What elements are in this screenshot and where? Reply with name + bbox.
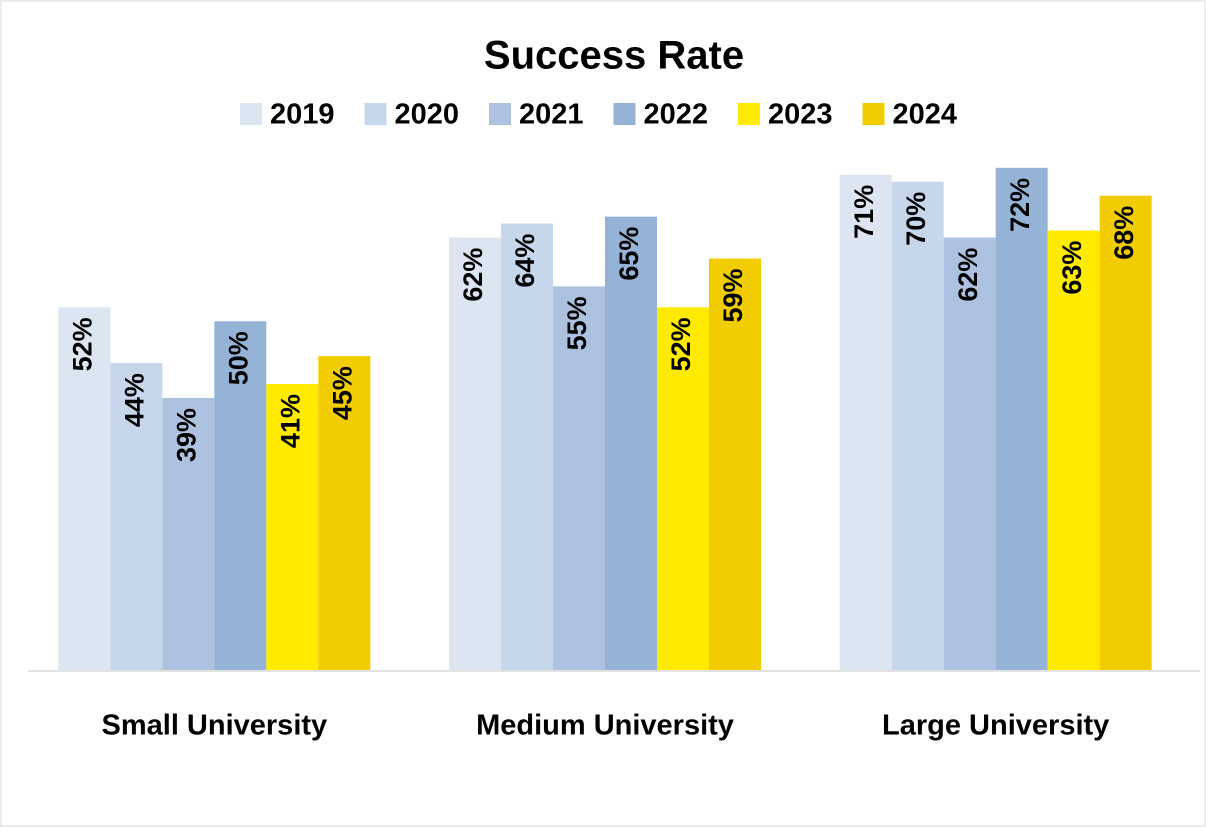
bar	[318, 356, 371, 670]
data-label: 41%	[275, 394, 305, 448]
data-label: 68%	[1109, 206, 1139, 260]
legend-label: 2023	[768, 99, 833, 131]
data-label: 52%	[67, 317, 97, 371]
legend-label: 2020	[395, 99, 460, 131]
data-label: 62%	[458, 248, 488, 302]
data-label: 59%	[718, 268, 748, 322]
x-tick-label: Small University	[102, 710, 328, 742]
chart-title: Success Rate	[484, 34, 744, 78]
bar	[214, 321, 267, 670]
data-label: 65%	[614, 227, 644, 281]
data-label: 45%	[327, 366, 357, 420]
bar	[1047, 230, 1100, 670]
data-label: 62%	[953, 248, 983, 302]
x-tick-label: Large University	[882, 710, 1109, 742]
bar	[891, 181, 944, 670]
legend-swatch	[613, 103, 636, 125]
legend-label: 2022	[644, 99, 709, 131]
bar	[501, 223, 553, 670]
data-label: 55%	[562, 296, 592, 350]
data-label: 44%	[119, 373, 149, 427]
data-label: 70%	[901, 192, 931, 246]
data-label: 71%	[849, 185, 879, 239]
bar	[657, 307, 709, 670]
bar	[943, 237, 996, 671]
data-label: 50%	[223, 331, 253, 385]
bar	[839, 174, 892, 670]
bar	[266, 384, 319, 670]
legend-label: 2019	[270, 99, 335, 131]
x-tick-label: Medium University	[476, 710, 734, 742]
data-label: 52%	[666, 317, 696, 371]
bar	[553, 286, 605, 670]
bar	[110, 363, 163, 670]
bar	[709, 258, 761, 670]
data-label: 63%	[1057, 241, 1087, 295]
bar	[995, 167, 1048, 671]
legend-swatch	[240, 103, 262, 125]
bar	[1099, 195, 1152, 670]
legend-swatch	[738, 103, 760, 125]
bar	[605, 216, 657, 670]
bar	[58, 307, 111, 670]
data-label: 64%	[510, 234, 540, 288]
bar	[162, 397, 215, 670]
legend-label: 2024	[893, 99, 958, 131]
legend-swatch	[862, 103, 885, 125]
legend-swatch	[364, 103, 387, 125]
legend-label: 2021	[519, 99, 584, 131]
legend-swatch	[489, 103, 511, 125]
bar	[449, 237, 501, 671]
data-label: 39%	[171, 408, 201, 462]
data-label: 72%	[1005, 178, 1035, 232]
